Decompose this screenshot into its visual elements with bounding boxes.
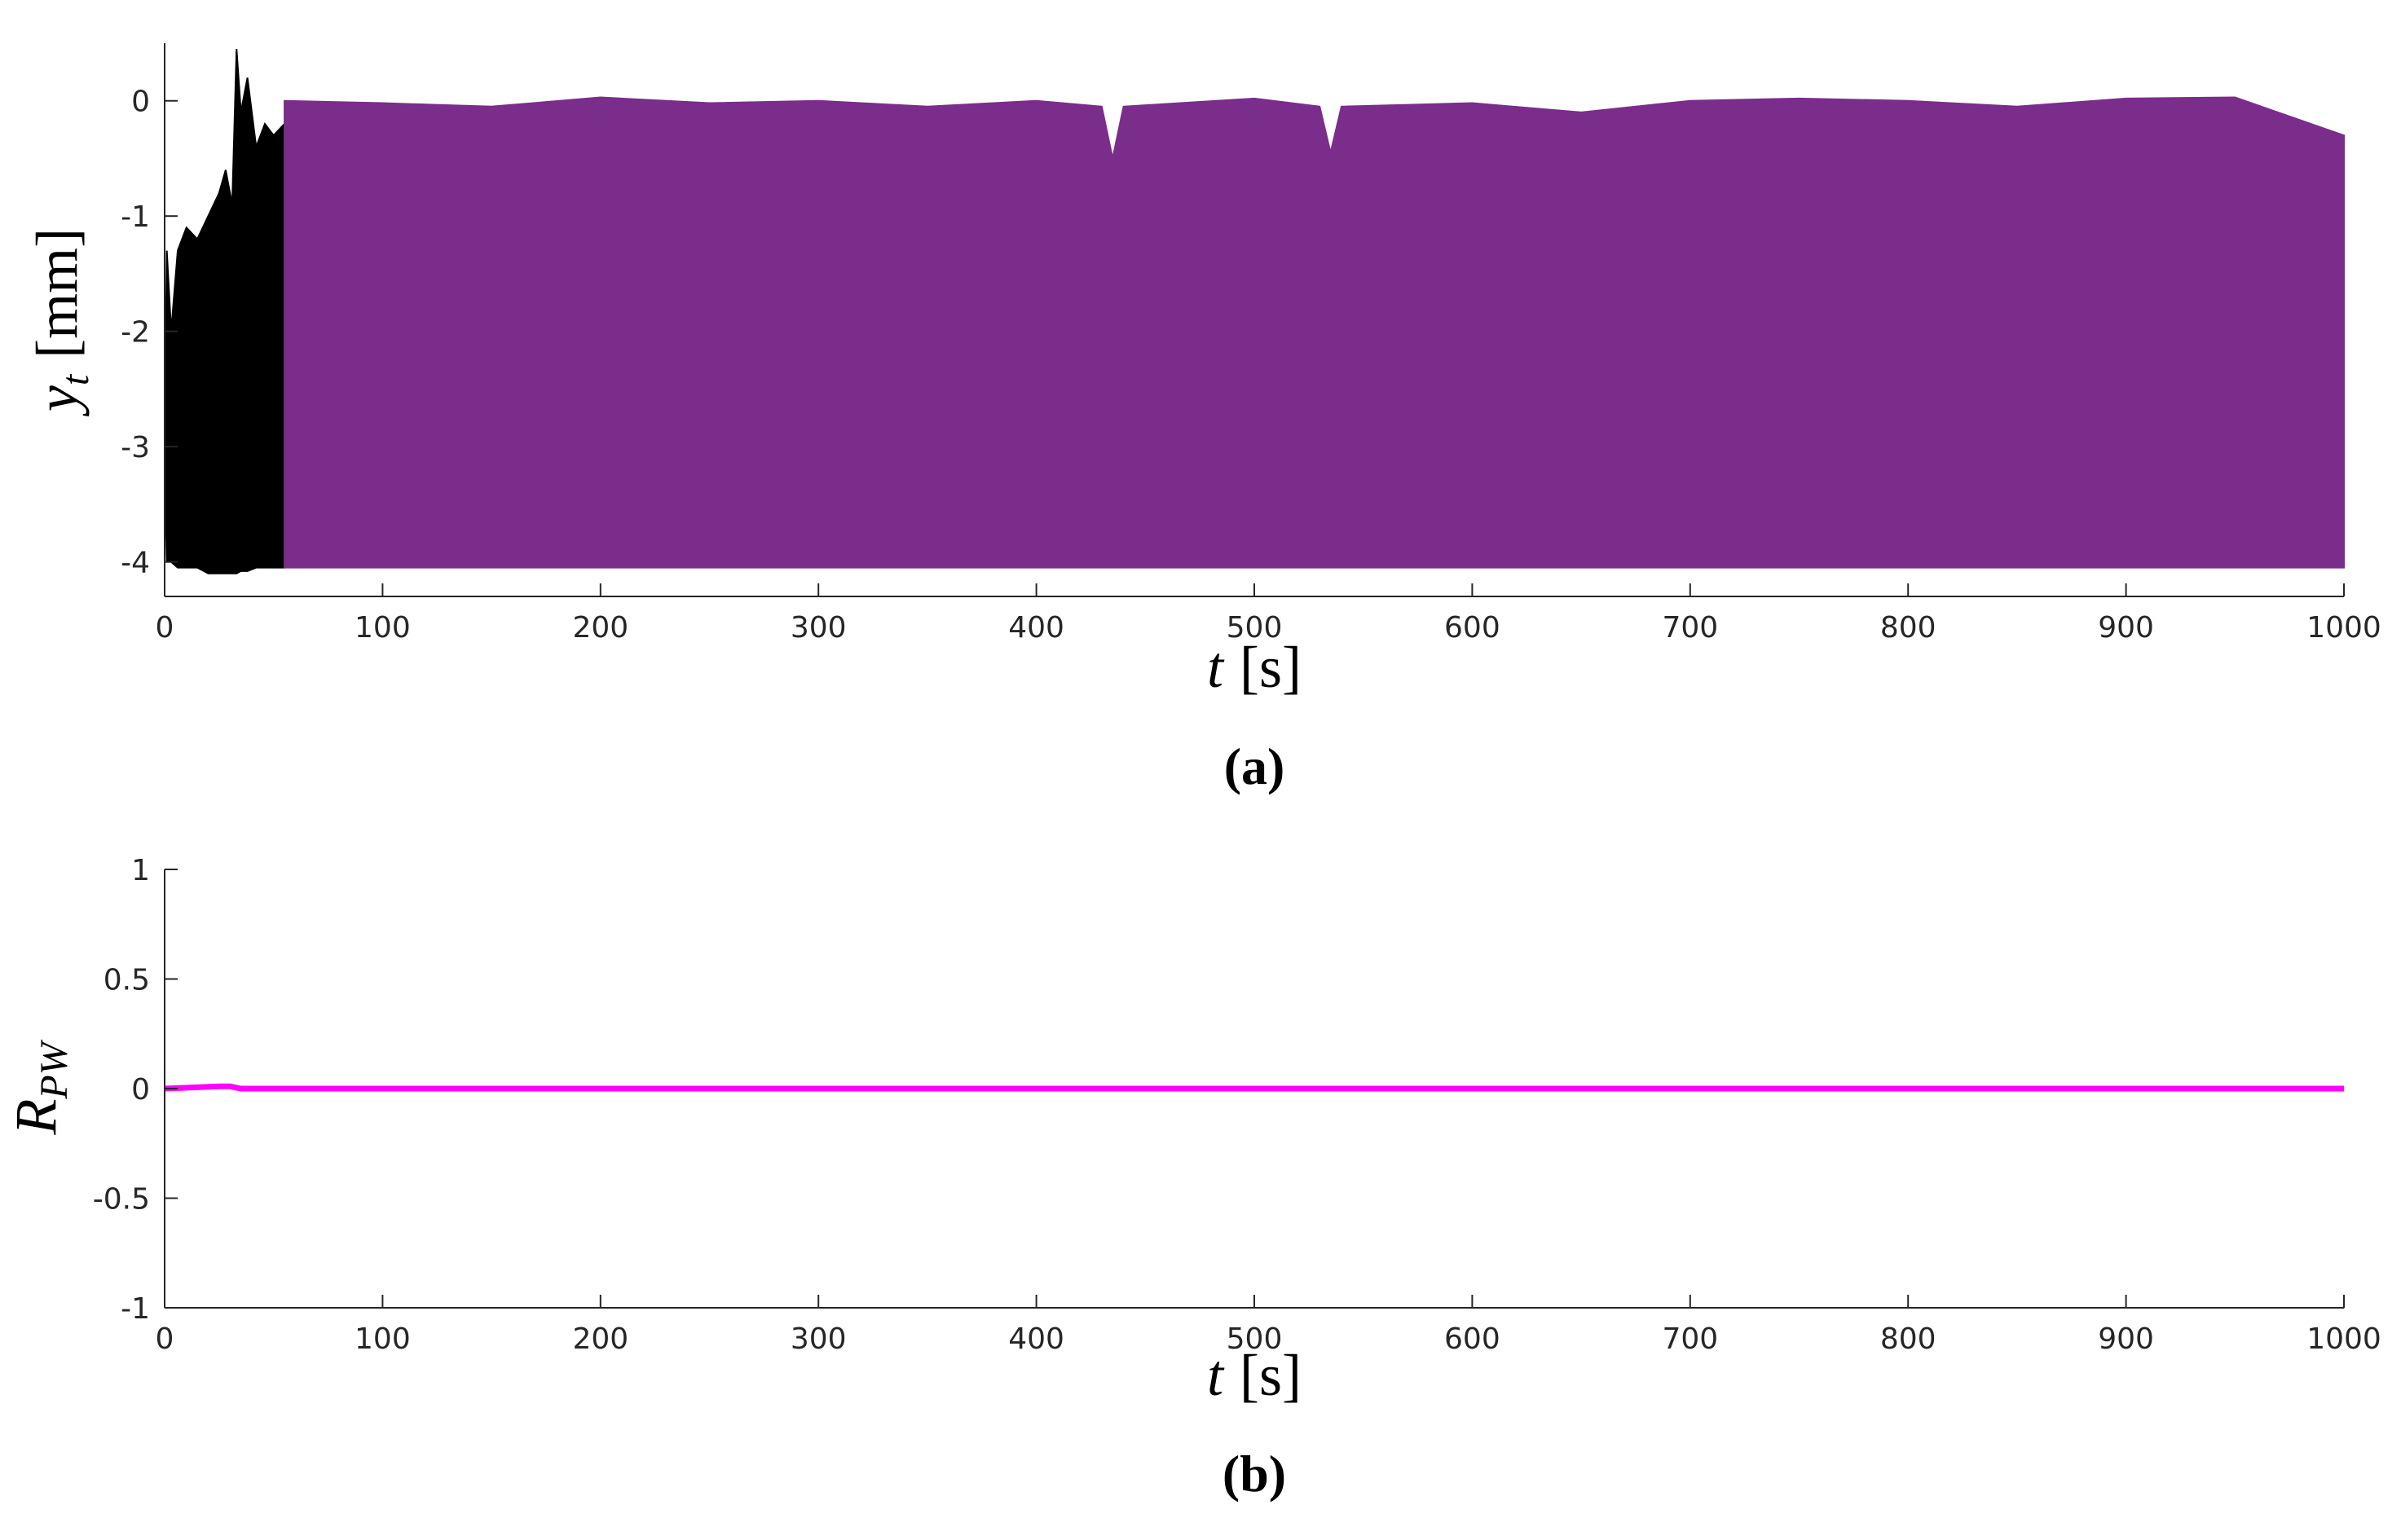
y-label-var: R (3, 1099, 68, 1136)
x-tick-label: 300 (791, 1322, 847, 1356)
chart: 0 100 200 300 400 500 600 700 800 900 1000 0 -1 -2 -3 -… (24, 43, 2381, 795)
caption: (b) (1223, 1445, 1286, 1503)
chart: 0 100 200 300 400 500 600 700 800 900 1000 1 0.5 0 -0.… (3, 854, 2381, 1503)
x-tick-label: 400 (1008, 611, 1064, 645)
x-tick-label: 500 (1227, 611, 1283, 645)
y-axis-label: yt [mm] (24, 228, 97, 417)
x-tick-label: 500 (1227, 1322, 1283, 1356)
x-tick-label: 800 (1880, 1322, 1936, 1356)
x-tick-label: 700 (1662, 1322, 1718, 1356)
y-tick-label: -4 (121, 547, 150, 580)
x-tick-label: 600 (1444, 611, 1500, 645)
line (164, 1083, 2344, 1092)
x-tick-label: 200 (572, 1322, 628, 1356)
y-axis-label: RPW (3, 1039, 76, 1135)
x-axis-label: t [s] (1207, 635, 1302, 700)
x-tick-label: 700 (1662, 611, 1718, 645)
x-tick-label: 400 (1008, 1322, 1064, 1356)
x-tick-label: 800 (1880, 611, 1936, 645)
y-tick-label: -2 (121, 316, 150, 350)
x-tick-label: 0 (156, 1322, 174, 1356)
x-tick-label: 600 (1444, 1322, 1500, 1356)
y-tick-label: -1 (121, 1292, 150, 1326)
x-tick-label: 0 (156, 611, 174, 645)
y-label-sub: t (54, 373, 97, 385)
x-label-unit: [s] (1240, 1343, 1302, 1408)
x-tick-label: 300 (791, 611, 847, 645)
y-tick-label: 0 (131, 86, 150, 119)
x-tick-label: 900 (2098, 611, 2154, 645)
x-label-var: t (1207, 635, 1225, 700)
y-tick-label: 0 (131, 1073, 150, 1107)
signal-band (164, 49, 286, 574)
x-tick-label: 900 (2098, 1322, 2154, 1356)
x-tick-label: 1000 (2306, 1322, 2381, 1356)
x-tick-label: 200 (572, 611, 628, 645)
x-label-unit: [s] (1240, 635, 1302, 700)
y-tick-label: -3 (121, 431, 150, 464)
y-tick-label: 0.5 (104, 964, 150, 997)
y-label-unit: [mm] (24, 228, 90, 359)
x-axis-label: t [s] (1207, 1343, 1302, 1408)
x-tick-label: 100 (355, 611, 411, 645)
caption: (a) (1224, 737, 1285, 795)
y-tick-label: -1 (121, 200, 150, 234)
y-tick-label: 1 (131, 854, 150, 887)
y-label-sub: PW (33, 1039, 76, 1099)
x-tick-label: 100 (355, 1322, 411, 1356)
signal-band (284, 96, 2345, 569)
x-label-var: t (1207, 1343, 1225, 1408)
y-tick-label: -0.5 (93, 1183, 150, 1217)
y-label-var: y (24, 385, 90, 417)
x-tick-label: 1000 (2306, 611, 2381, 645)
